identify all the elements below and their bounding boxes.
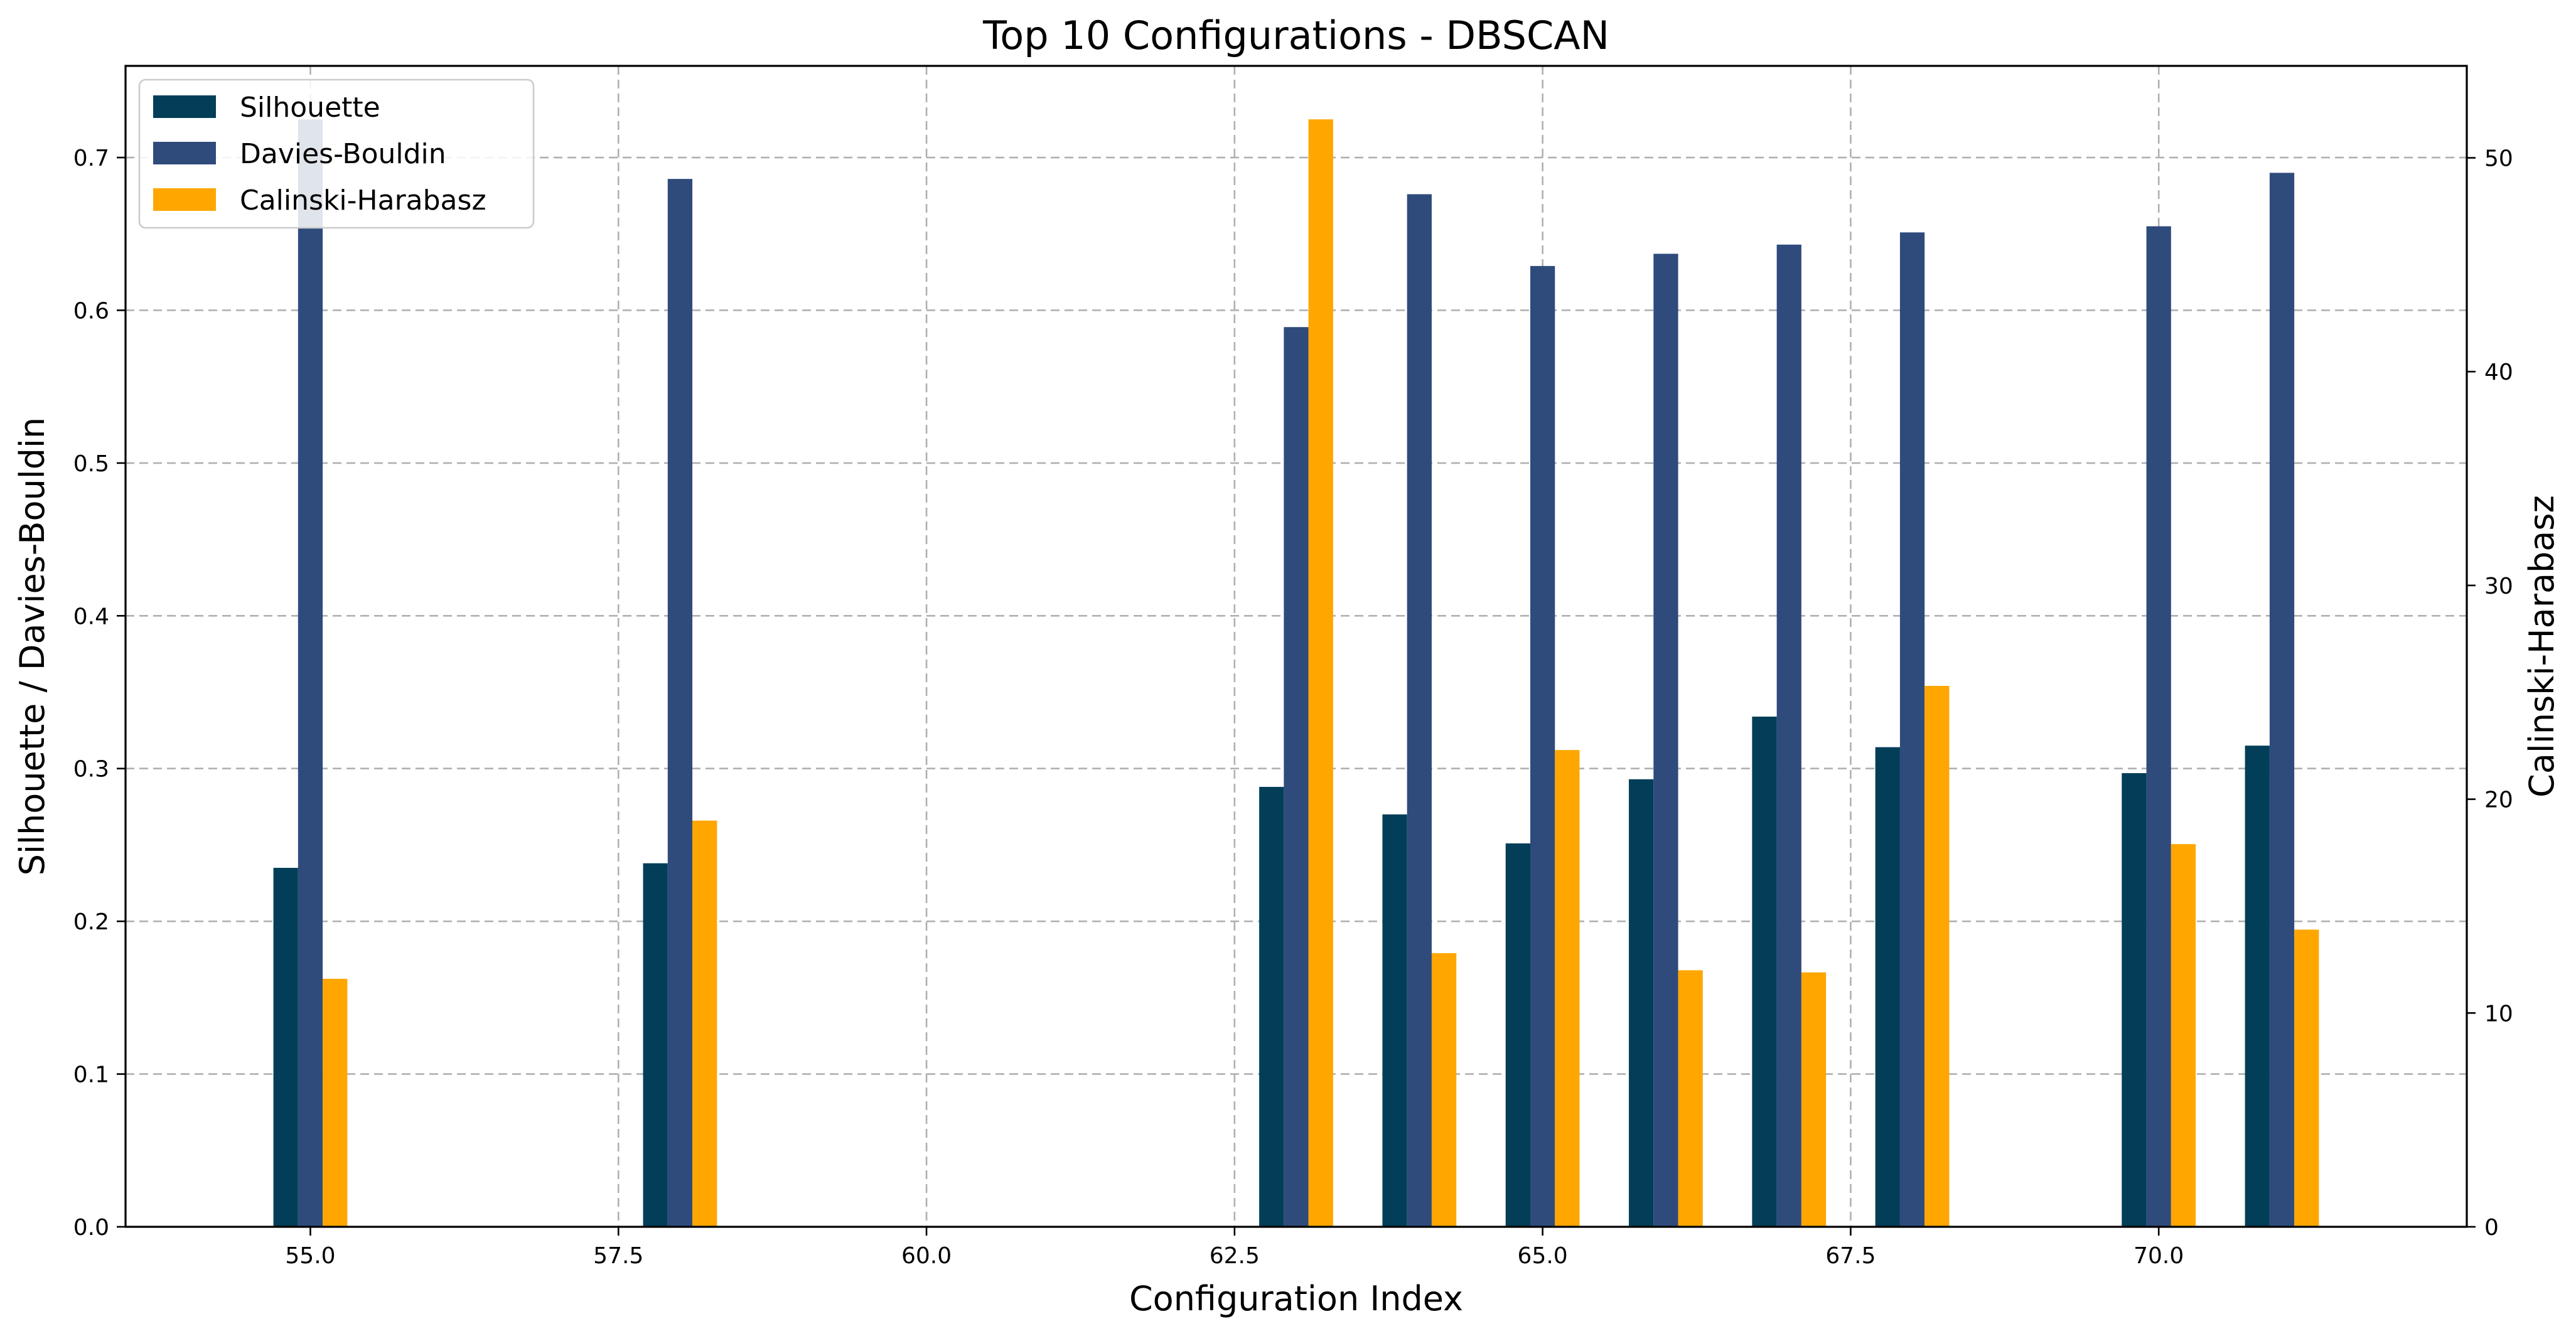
y2-tick-label: 10 (2484, 1001, 2513, 1027)
y-tick-label: 0.6 (73, 298, 109, 324)
y-tick-label: 0.3 (73, 757, 109, 783)
bar-silhouette (2122, 773, 2147, 1227)
bar-silhouette (643, 863, 668, 1227)
bar-silhouette (1752, 716, 1777, 1227)
x-axis: 55.0 57.5 60.0 62.5 65.0 67.5 70.0 (285, 1227, 2184, 1269)
series-davies-bouldin (298, 119, 2295, 1227)
bar-silhouette (1629, 779, 1654, 1227)
bar-silhouette (273, 867, 298, 1227)
y2-tick-label: 40 (2484, 360, 2513, 385)
bar-calinski-harabasz (1801, 972, 1827, 1227)
y-axis-title: Silhouette / Davies-Bouldin (13, 417, 52, 875)
y2-tick-label: 50 (2484, 146, 2513, 172)
bar-calinski-harabasz (2171, 844, 2196, 1227)
x-tick-label: 67.5 (1825, 1243, 1876, 1269)
bar-davies-bouldin (1899, 232, 1925, 1227)
legend-label: Calinski-Harabasz (240, 184, 486, 216)
y2-tick-label: 20 (2484, 788, 2513, 813)
y-tick-label: 0.2 (73, 909, 109, 935)
y-tick-label: 0.4 (73, 604, 109, 629)
bar-silhouette (1259, 786, 1284, 1227)
bar-davies-bouldin (667, 179, 693, 1227)
x-tick-label: 62.5 (1210, 1243, 1260, 1269)
legend-label: Davies-Bouldin (240, 138, 446, 170)
bar-davies-bouldin (2146, 226, 2171, 1227)
bar-davies-bouldin (1776, 244, 1801, 1227)
bar-calinski-harabasz (1555, 750, 1580, 1227)
x-tick-label: 60.0 (901, 1243, 952, 1269)
y-tick-label: 0.5 (73, 451, 109, 477)
bar-calinski-harabasz (1431, 953, 1457, 1227)
bar-davies-bouldin (298, 119, 323, 1227)
bar-silhouette (1382, 814, 1407, 1227)
y2-tick-label: 0 (2484, 1215, 2499, 1241)
x-tick-label: 55.0 (285, 1243, 335, 1269)
bar-calinski-harabasz (1678, 970, 1703, 1227)
y-axis-left: 0.0 0.1 0.2 0.3 0.4 0.5 0.6 0.7 (73, 146, 126, 1241)
bar-calinski-harabasz (692, 820, 717, 1227)
bar-davies-bouldin (1407, 194, 1432, 1227)
bar-davies-bouldin (1653, 254, 1678, 1227)
legend: Silhouette Davies-Bouldin Calinski-Harabas… (138, 78, 535, 229)
plot-frame (124, 65, 2468, 1228)
chart-title: Top 10 Configurations - DBSCAN (982, 13, 1609, 58)
y2-axis-title: Calinski-Harabasz (2522, 495, 2562, 798)
legend-box (138, 78, 535, 229)
bar-calinski-harabasz (1924, 686, 1950, 1227)
y-tick-label: 0.1 (73, 1062, 109, 1088)
legend-swatch (153, 142, 216, 164)
legend-swatch (153, 95, 216, 118)
bar-silhouette (1505, 843, 1530, 1227)
x-axis-title: Configuration Index (1129, 1279, 1463, 1318)
bar-davies-bouldin (1530, 265, 1555, 1227)
legend-label: Silhouette (240, 92, 380, 124)
x-tick-label: 57.5 (593, 1243, 643, 1269)
bar-davies-bouldin (2269, 173, 2295, 1227)
bar-davies-bouldin (1284, 327, 1309, 1227)
x-tick-label: 70.0 (2133, 1243, 2184, 1269)
y-tick-label: 0.0 (73, 1215, 109, 1241)
series-calinski-harabasz (323, 119, 2319, 1227)
bar-calinski-harabasz (1308, 119, 1333, 1227)
bar-silhouette (2245, 745, 2270, 1227)
y-tick-label: 0.7 (73, 146, 109, 171)
y-axis-right: 0 10 20 30 40 50 (2467, 146, 2513, 1241)
bar-calinski-harabasz (323, 978, 348, 1227)
bar-silhouette (1875, 747, 1900, 1227)
y2-tick-label: 30 (2484, 574, 2513, 599)
bar-calinski-harabasz (2294, 929, 2319, 1227)
bar-layer (273, 119, 2319, 1227)
series-silhouette (273, 716, 2270, 1227)
legend-swatch (153, 188, 216, 211)
x-tick-label: 65.0 (1518, 1243, 1568, 1269)
